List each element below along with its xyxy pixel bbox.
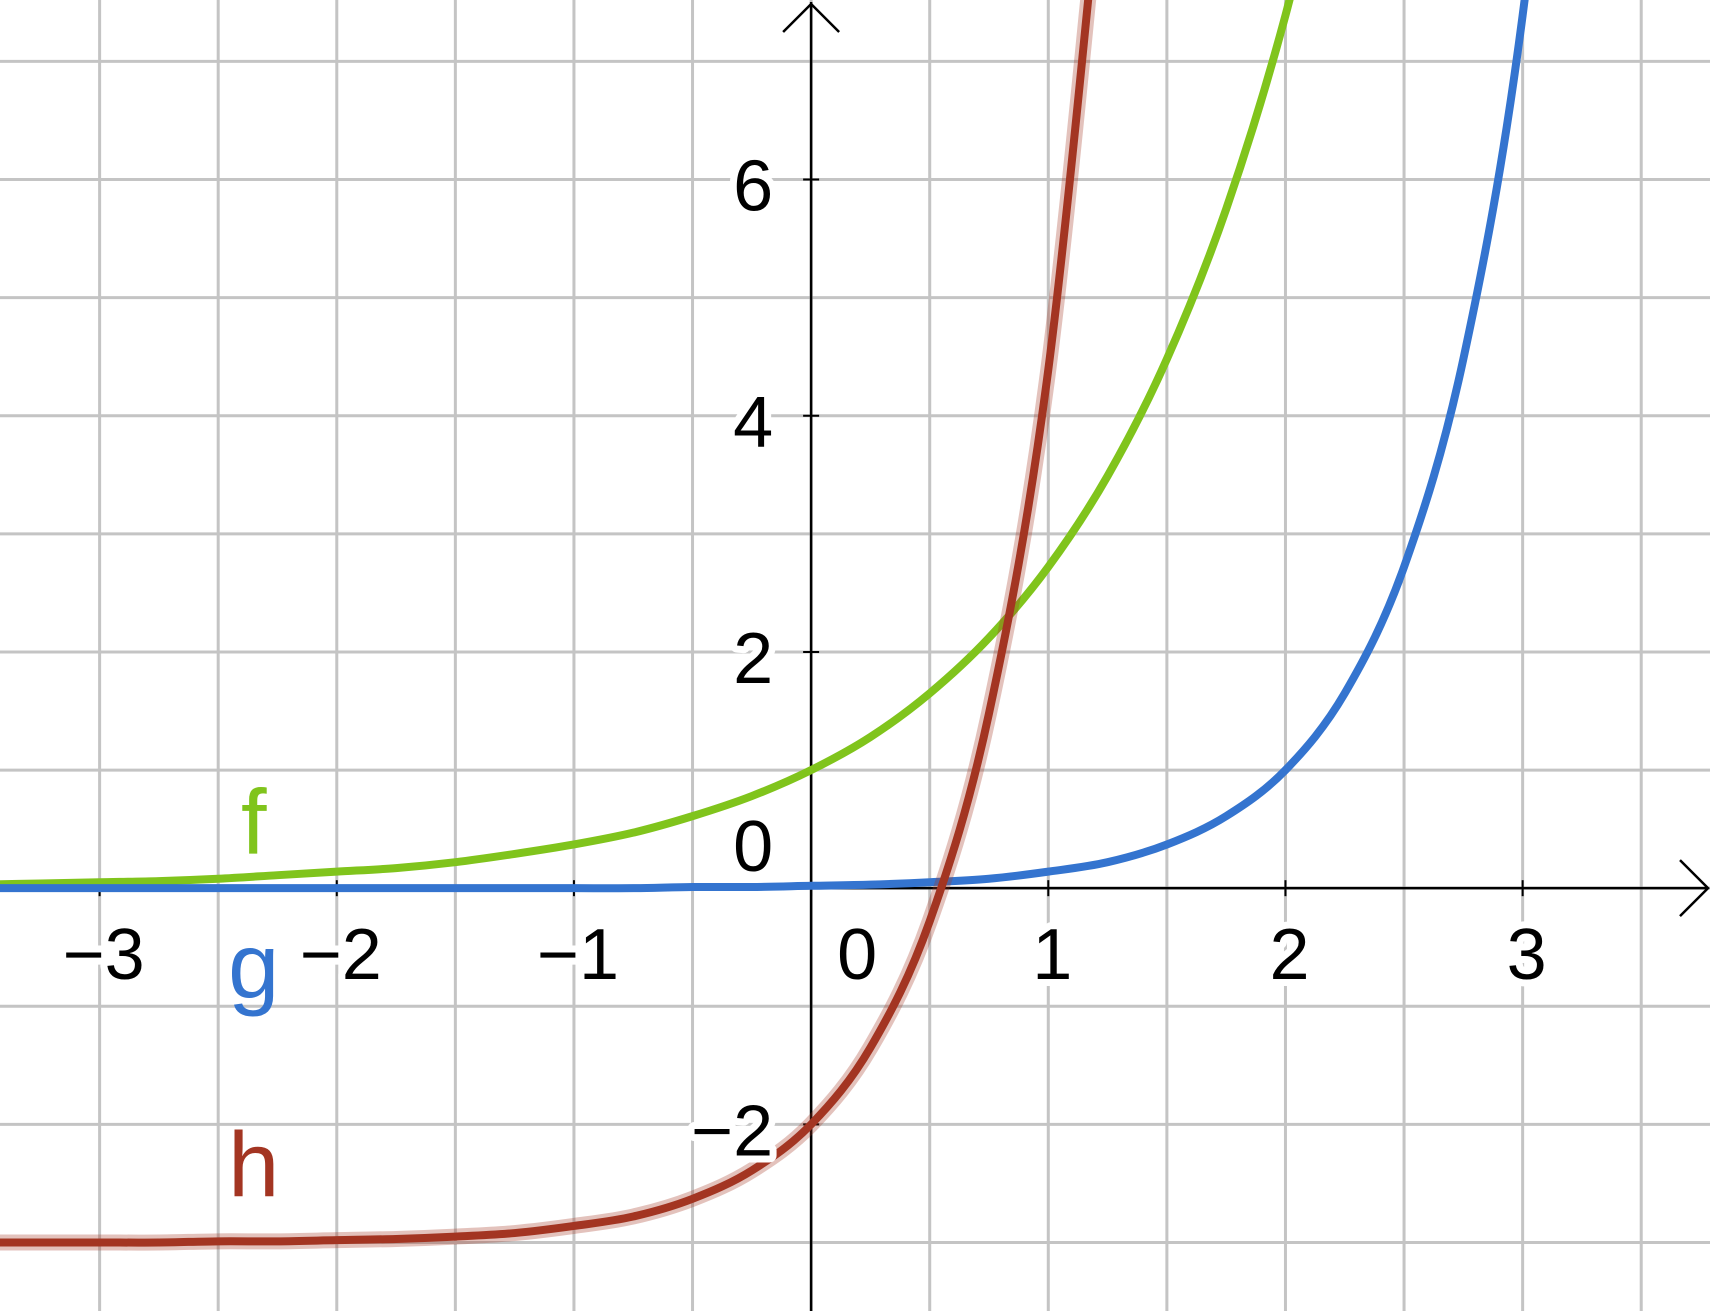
x-tick-label: 0 <box>837 915 877 995</box>
x-tick-label: 3 <box>1507 915 1547 995</box>
x-tick-label: 2 <box>1269 915 1309 995</box>
y-tick-label: 6 <box>733 147 773 227</box>
function-curve <box>0 0 1529 893</box>
y-tick-label: 0 <box>733 807 773 887</box>
y-axis-arrow <box>782 2 841 33</box>
x-tick-label: −3 <box>63 915 145 995</box>
x-tick-label: 1 <box>1032 915 1072 995</box>
labels: −3 −2 −1 0 1 2 3 −2 0 2 4 6 fgh <box>56 140 1554 1216</box>
function-curve <box>0 0 1093 1247</box>
x-tick-label: −2 <box>300 915 382 995</box>
y-tick-label: 4 <box>733 383 773 463</box>
x-axis-arrow <box>1679 859 1710 918</box>
function-curve <box>0 0 1294 889</box>
function-label: f <box>241 771 267 873</box>
x-tick-label: −1 <box>537 915 619 995</box>
y-tick-label: 2 <box>733 619 773 699</box>
function-label: g <box>228 916 279 1018</box>
function-label: h <box>228 1114 279 1216</box>
y-tick-label: −2 <box>691 1091 773 1171</box>
curves <box>0 0 1529 1251</box>
